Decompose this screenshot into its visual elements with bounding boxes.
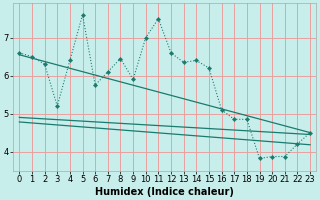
X-axis label: Humidex (Indice chaleur): Humidex (Indice chaleur) xyxy=(95,187,234,197)
